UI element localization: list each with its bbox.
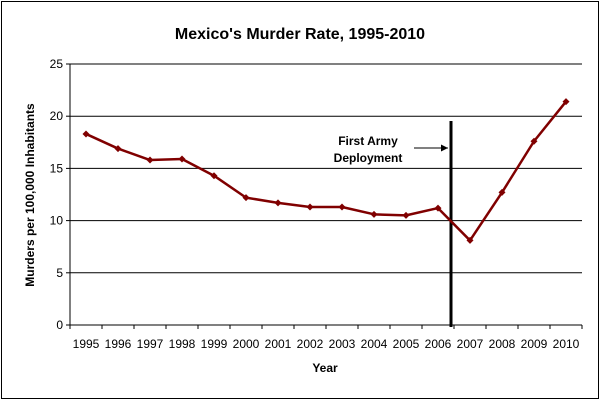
data-point — [242, 194, 250, 202]
x-tick-label: 1997 — [137, 337, 164, 351]
series-line — [85, 100, 567, 242]
data-point — [370, 210, 378, 218]
annotation-arrowhead — [441, 144, 448, 152]
annotation-label: Deployment — [334, 151, 403, 165]
x-tick-label: 2003 — [329, 337, 356, 351]
x-tick-label: 2002 — [297, 337, 324, 351]
y-axis-title: Murders per 100,000 Inhabitants — [23, 103, 37, 287]
data-point — [146, 156, 154, 164]
x-tick-label: 2004 — [361, 337, 388, 351]
x-tick-label: 2000 — [233, 337, 260, 351]
data-point — [274, 199, 282, 207]
data-point — [562, 98, 570, 106]
x-axis-title: Year — [312, 361, 338, 375]
annotation-label: First Army — [338, 134, 398, 148]
data-point — [530, 137, 538, 145]
x-tick-label: 1996 — [105, 337, 132, 351]
y-tick-label: 5 — [56, 266, 63, 280]
y-tick-label: 25 — [50, 57, 64, 71]
data-point — [306, 203, 314, 211]
data-point — [338, 203, 346, 211]
x-tick-label: 2005 — [393, 337, 420, 351]
data-point — [498, 188, 506, 196]
x-tick-label: 2001 — [265, 337, 292, 351]
x-tick-label: 2010 — [553, 337, 580, 351]
x-tick-label: 1999 — [201, 337, 228, 351]
x-tick-label: 2009 — [521, 337, 548, 351]
x-tick-label: 2006 — [425, 337, 452, 351]
data-point — [402, 211, 410, 219]
data-point — [434, 204, 442, 212]
chart-title: Mexico's Murder Rate, 1995-2010 — [175, 26, 425, 43]
data-point — [178, 155, 186, 163]
data-point — [82, 130, 90, 138]
x-tick-label: 2007 — [457, 337, 484, 351]
y-tick-label: 0 — [56, 318, 63, 332]
data-point — [466, 236, 474, 244]
y-tick-label: 10 — [50, 214, 64, 228]
x-tick-label: 1995 — [73, 337, 100, 351]
y-tick-label: 15 — [50, 161, 64, 175]
x-tick-label: 1998 — [169, 337, 196, 351]
x-tick-label: 2008 — [489, 337, 516, 351]
data-point — [210, 172, 218, 180]
y-tick-label: 20 — [50, 109, 64, 123]
data-point — [114, 145, 122, 153]
